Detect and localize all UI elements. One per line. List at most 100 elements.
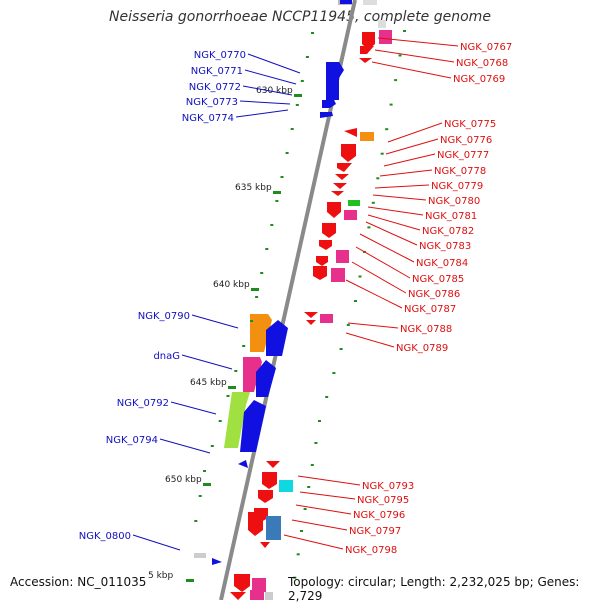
gene-feature xyxy=(313,266,327,280)
gene-label: NGK_0794 xyxy=(106,435,158,446)
gene-feature xyxy=(326,62,344,100)
gene-feature xyxy=(359,58,372,63)
gene-label: NGK_0789 xyxy=(396,343,448,354)
gene-label: NGK_0771 xyxy=(191,66,243,77)
grid-tick xyxy=(325,396,329,398)
gene-label: NGK_0793 xyxy=(362,481,414,492)
label-leader-line xyxy=(374,49,455,63)
label-leader-line xyxy=(374,184,430,189)
scale-tick xyxy=(186,579,194,582)
gene-feature xyxy=(378,20,386,28)
label-leader-line xyxy=(244,69,297,85)
gene-feature xyxy=(316,256,328,266)
scale-tick xyxy=(251,288,259,291)
gene-feature xyxy=(240,400,266,452)
gene-label: NGK_0774 xyxy=(182,113,234,124)
label-leader-line xyxy=(181,354,233,370)
label-leader-line xyxy=(367,214,421,231)
gene-feature xyxy=(243,357,262,392)
gene-label: NGK_0798 xyxy=(345,545,397,556)
gene-label: NGK_0792 xyxy=(117,398,169,409)
gene-feature xyxy=(331,268,345,282)
grid-tick xyxy=(310,464,314,466)
gene-label: NGK_0768 xyxy=(456,58,508,69)
gene-label: NGK_0800 xyxy=(79,531,131,542)
grid-tick xyxy=(218,420,222,422)
gene-feature xyxy=(256,360,276,397)
gene-feature xyxy=(230,592,246,600)
grid-tick xyxy=(203,470,206,472)
grid-tick xyxy=(194,520,198,522)
label-leader-line xyxy=(345,332,395,348)
label-leader-line xyxy=(159,438,211,454)
gene-feature xyxy=(260,542,270,548)
scale-label: 5 kbp xyxy=(148,571,174,581)
scale-tick xyxy=(228,386,236,389)
grid-tick xyxy=(305,56,309,58)
gene-feature xyxy=(379,30,392,44)
grid-tick xyxy=(270,224,274,226)
grid-tick xyxy=(210,445,214,447)
gene-label: NGK_0784 xyxy=(416,258,468,269)
gene-feature xyxy=(320,112,333,118)
grid-tick xyxy=(385,128,389,131)
gene-feature xyxy=(248,512,263,536)
grid-tick xyxy=(339,348,343,350)
gene-label: NGK_0767 xyxy=(460,42,512,53)
label-leader-line xyxy=(235,109,289,118)
grid-tick xyxy=(296,553,300,556)
grid-tick xyxy=(311,32,314,34)
gene-feature xyxy=(238,460,248,468)
gene-label: NGK_0772 xyxy=(189,82,241,93)
gene-feature xyxy=(234,574,250,592)
gene-feature xyxy=(344,128,357,137)
label-leader-line xyxy=(299,491,356,500)
gene-label: NGK_0790 xyxy=(138,311,190,322)
gene-feature xyxy=(327,202,341,218)
gene-label: NGK_0795 xyxy=(357,495,409,506)
gene-feature xyxy=(362,32,375,50)
grid-tick xyxy=(234,370,238,372)
grid-tick xyxy=(242,345,246,347)
gene-label: NGK_0783 xyxy=(419,241,471,252)
gene-feature xyxy=(258,490,273,503)
grid-tick xyxy=(250,320,253,322)
gene-label: NGK_0778 xyxy=(434,166,486,177)
grid-tick xyxy=(300,530,303,532)
gene-label: NGK_0779 xyxy=(431,181,483,192)
gene-feature xyxy=(341,144,356,162)
label-leader-line xyxy=(247,53,301,74)
gene-label: NGK_0787 xyxy=(404,304,456,315)
gene-label: NGK_0797 xyxy=(349,526,401,537)
grid-tick xyxy=(371,201,375,204)
gene-feature xyxy=(266,516,281,540)
label-leader-line xyxy=(242,85,293,96)
gene-feature xyxy=(360,46,374,54)
gene-label: NGK_0776 xyxy=(440,135,492,146)
gene-feature xyxy=(322,223,336,238)
accession-label: Accession: NC_011035 xyxy=(10,575,147,589)
scale-tick xyxy=(273,191,281,194)
grid-tick xyxy=(307,486,311,488)
gene-label: NGK_0782 xyxy=(422,226,474,237)
grid-tick xyxy=(332,372,336,374)
label-leader-line xyxy=(132,534,181,551)
gene-feature xyxy=(333,183,347,189)
gene-label: NGK_0775 xyxy=(444,119,496,130)
gene-feature xyxy=(304,312,318,318)
gene-feature xyxy=(262,472,277,489)
grid-tick xyxy=(398,54,402,57)
label-leader-line xyxy=(372,194,427,201)
gene-feature xyxy=(266,320,288,356)
gene-label: NGK_0773 xyxy=(186,97,238,108)
label-leader-line xyxy=(385,138,439,155)
label-leader-line xyxy=(297,475,361,486)
grid-tick xyxy=(290,128,294,130)
topology-label: Topology: circular; Length: 2,232,025 bp… xyxy=(288,575,580,603)
gene-feature xyxy=(279,480,293,492)
gene-label: NGK_0788 xyxy=(400,324,452,335)
gene-feature xyxy=(336,250,349,263)
scale-tick xyxy=(294,94,302,97)
grid-tick xyxy=(346,324,350,326)
grid-tick xyxy=(275,200,279,202)
